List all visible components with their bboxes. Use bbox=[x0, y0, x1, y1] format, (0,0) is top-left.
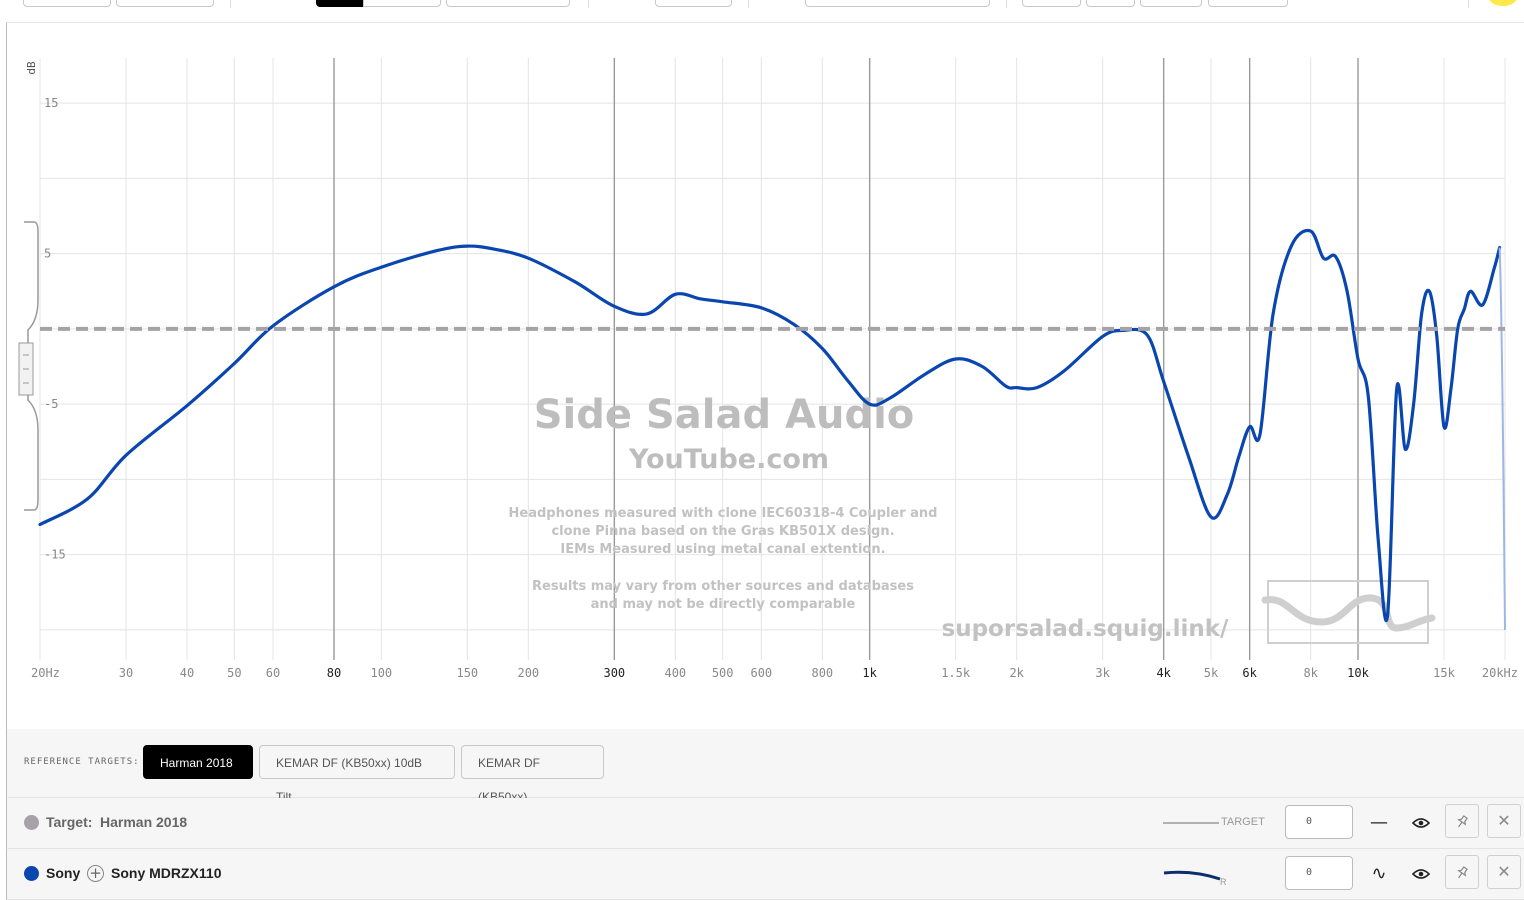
x-tick-label: 1k bbox=[862, 666, 877, 680]
axes: dB bbox=[25, 61, 38, 75]
theme-toggle-icon[interactable] bbox=[1488, 0, 1518, 6]
y-scale-handle[interactable] bbox=[18, 221, 39, 511]
toolbar-button[interactable] bbox=[1022, 0, 1081, 7]
y-axis-label: dB bbox=[25, 61, 38, 75]
toolbar-divider bbox=[230, 0, 231, 8]
headphone-line-sample bbox=[1163, 870, 1221, 881]
add-variant-icon[interactable]: + bbox=[87, 865, 104, 882]
toolbar-button[interactable] bbox=[446, 0, 570, 7]
x-tick-label: 1.5k bbox=[941, 666, 971, 680]
headphone-channel-label: R bbox=[1220, 877, 1227, 887]
x-tick-label: 8k bbox=[1303, 666, 1318, 680]
reference-target-harman-2018[interactable]: Harman 2018 bbox=[143, 745, 253, 779]
y-tick-label: -15 bbox=[44, 548, 66, 562]
frequency-response-chart: Side Salad Audio YouTube.com Headphones … bbox=[18, 58, 1518, 680]
watermark-note-line: Results may vary from other sources and … bbox=[532, 579, 914, 594]
watermark-logo bbox=[1261, 580, 1436, 644]
measurement-curve-tail bbox=[1498, 247, 1506, 630]
x-tick-label: 400 bbox=[664, 666, 686, 680]
y-tick-label: -5 bbox=[44, 397, 58, 411]
x-tick-label: 4k bbox=[1156, 666, 1171, 680]
toolbar-divider bbox=[1006, 0, 1007, 8]
x-tick-label: 300 bbox=[603, 666, 625, 680]
x-tick-label: 6k bbox=[1242, 666, 1257, 680]
x-tick-label: 800 bbox=[811, 666, 833, 680]
headphone-offset-input[interactable]: 0 bbox=[1285, 856, 1353, 890]
close-icon[interactable]: ✕ bbox=[1487, 804, 1521, 838]
toolbar-button[interactable] bbox=[805, 0, 990, 7]
toolbar-divider bbox=[748, 0, 749, 8]
x-tick-label: 15k bbox=[1433, 666, 1455, 680]
x-tick-label: 10k bbox=[1347, 666, 1369, 680]
y-tick-label: 15 bbox=[44, 96, 58, 110]
toolbar-button[interactable] bbox=[23, 0, 111, 7]
toolbar bbox=[0, 0, 1524, 22]
watermark-note-line: Headphones measured with clone IEC60318-… bbox=[509, 506, 938, 521]
line-style-flat-icon[interactable]: — bbox=[1370, 812, 1388, 833]
x-tick-label: 100 bbox=[370, 666, 392, 680]
eye-icon[interactable] bbox=[1403, 856, 1439, 892]
toolbar-button[interactable] bbox=[1208, 0, 1288, 7]
x-tick-label: 50 bbox=[227, 666, 241, 680]
x-tick-label: 200 bbox=[517, 666, 539, 680]
toolbar-divider bbox=[1468, 0, 1469, 8]
watermark-note-line: IEMs Measured using metal canal extentio… bbox=[560, 542, 885, 557]
grid bbox=[39, 58, 1506, 660]
watermark-note-line: and may not be directly comparable bbox=[591, 597, 856, 612]
target-line-sample bbox=[1163, 822, 1219, 824]
x-tick-label: 500 bbox=[712, 666, 734, 680]
watermark-title: Side Salad Audio bbox=[534, 392, 915, 438]
x-tick-label: 80 bbox=[327, 666, 341, 680]
smoothing-wave-icon[interactable]: ∿ bbox=[1371, 863, 1387, 884]
target-row: Target: Harman 2018 TARGET 0 — ✕ bbox=[6, 798, 1524, 849]
pin-icon[interactable] bbox=[1445, 855, 1479, 889]
eye-icon[interactable] bbox=[1403, 805, 1439, 841]
headphone-color-dot[interactable] bbox=[24, 866, 39, 881]
measurement-curve-sony-mdrzx110 bbox=[38, 229, 1502, 623]
reference-targets-bar: REFERENCE TARGETS: Harman 2018 KEMAR DF … bbox=[6, 729, 1524, 804]
target-color-dot[interactable] bbox=[24, 815, 39, 830]
x-tick-label: 60 bbox=[266, 666, 280, 680]
toolbar-button[interactable] bbox=[116, 0, 214, 7]
y-tick-label: 5 bbox=[44, 247, 51, 261]
reference-target-kemar-df-10db-tilt[interactable]: KEMAR DF (KB50xx) 10dB Tilt bbox=[259, 745, 455, 804]
watermark: Side Salad Audio YouTube.com Headphones … bbox=[509, 392, 1436, 644]
toolbar-toggle[interactable] bbox=[363, 0, 441, 7]
toolbar-divider bbox=[588, 0, 589, 8]
watermark-note-line: clone Pinna based on the Gras KB501X des… bbox=[551, 524, 894, 539]
x-tick-label: 2k bbox=[1009, 666, 1024, 680]
x-tick-label: 600 bbox=[750, 666, 772, 680]
x-tick-label: 3k bbox=[1095, 666, 1110, 680]
pin-icon[interactable] bbox=[1445, 804, 1479, 838]
x-tick-label: 40 bbox=[180, 666, 194, 680]
x-tick-label: 20kHz bbox=[1482, 666, 1518, 680]
watermark-subtitle: YouTube.com bbox=[628, 444, 829, 475]
reference-targets-label: REFERENCE TARGETS: bbox=[24, 757, 140, 767]
x-tick-label: 150 bbox=[456, 666, 478, 680]
headphone-model: Sony MDRZX110 bbox=[111, 865, 222, 881]
target-name: Harman 2018 bbox=[100, 814, 188, 830]
target-offset-input[interactable]: 0 bbox=[1285, 805, 1353, 839]
toolbar-button[interactable] bbox=[1140, 0, 1202, 7]
toolbar-button[interactable] bbox=[655, 0, 732, 7]
close-icon[interactable]: ✕ bbox=[1487, 855, 1521, 889]
headphone-row: Sony + Sony MDRZX110 R 0 ∿ ✕ bbox=[6, 849, 1524, 900]
target-trace-label: TARGET bbox=[1221, 816, 1265, 828]
watermark-url: suporsalad.squig.link/ bbox=[942, 616, 1230, 642]
tick-labels: 20Hz 30 40 50 60 80 100 150 200 300 400 500 600 800 1k… bbox=[31, 96, 1518, 680]
reference-target-kemar-df[interactable]: KEMAR DF (KB50xx) bbox=[461, 745, 604, 804]
x-tick-label: 5k bbox=[1204, 666, 1219, 680]
series bbox=[38, 229, 1506, 630]
toolbar-button[interactable] bbox=[1086, 0, 1135, 7]
graph-frame bbox=[6, 22, 1524, 730]
target-prefix: Target: bbox=[46, 814, 93, 830]
x-tick-label: 20Hz bbox=[31, 666, 60, 680]
x-tick-label: 30 bbox=[119, 666, 133, 680]
headphone-brand: Sony bbox=[46, 865, 81, 881]
